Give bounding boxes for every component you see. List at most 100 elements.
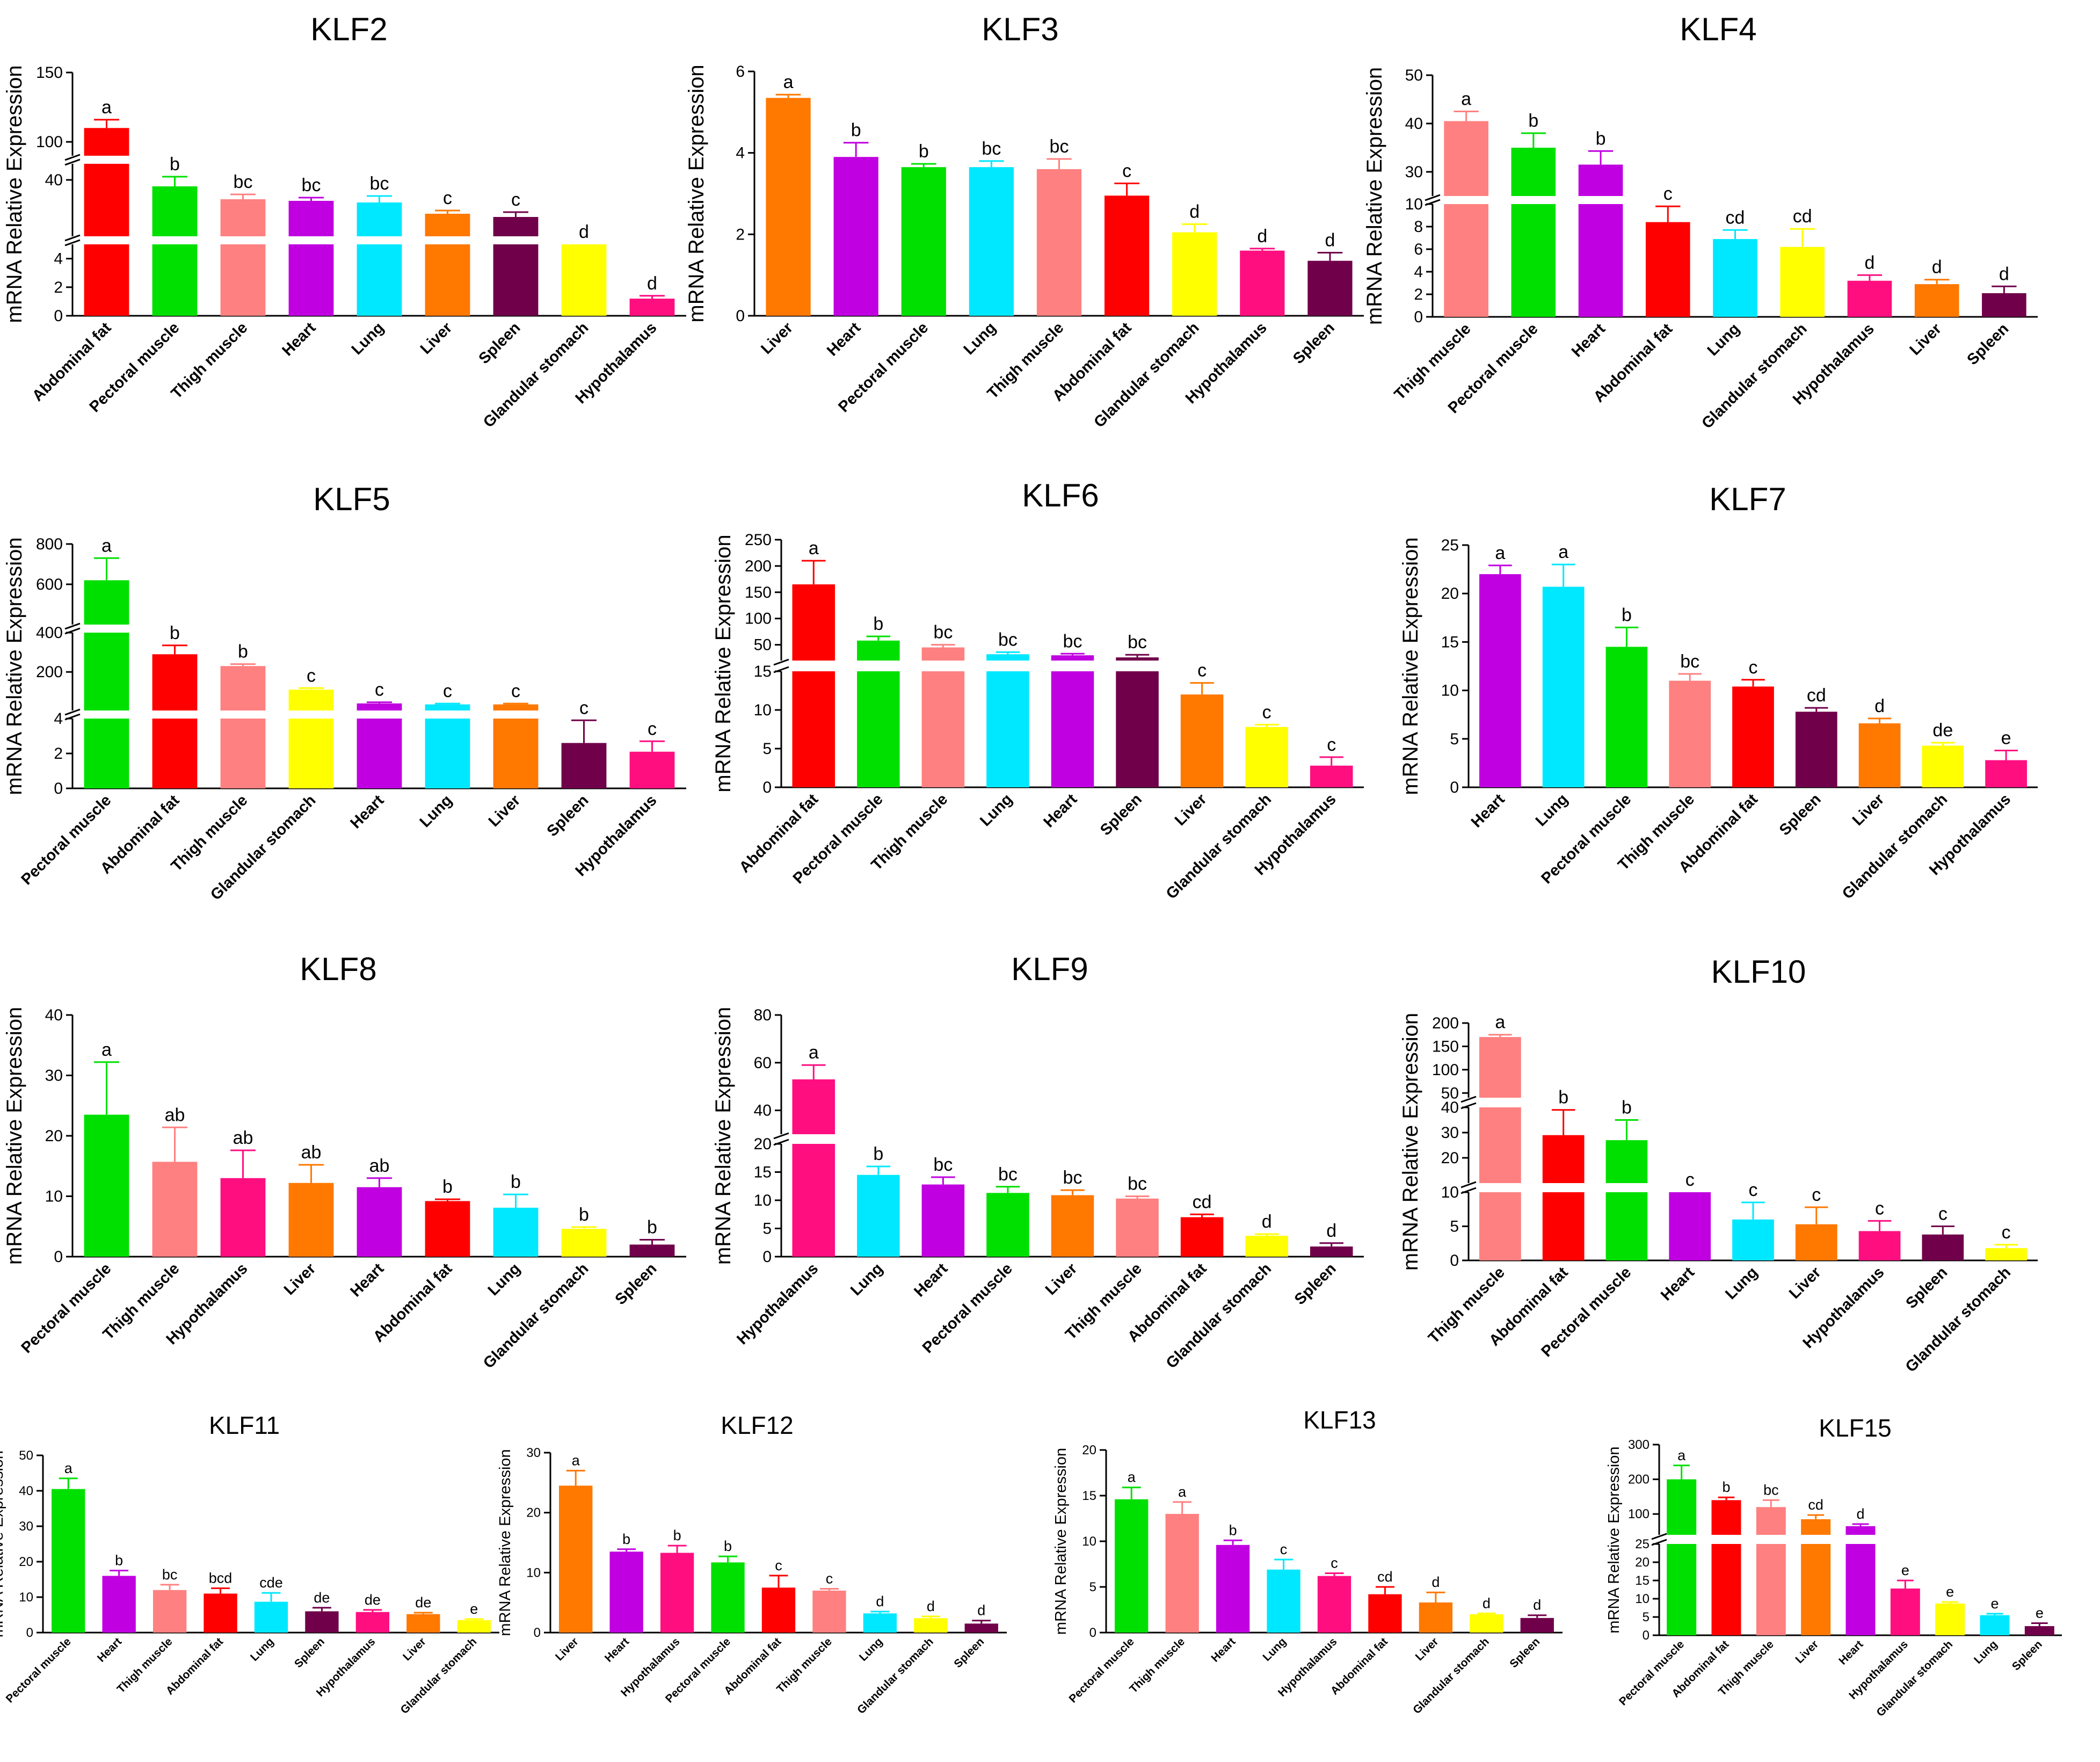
- klf8-bar: [493, 1207, 539, 1257]
- klf13-significance-letter: b: [1229, 1522, 1237, 1538]
- klf15-significance-letter: e: [1901, 1562, 1909, 1578]
- klf15-y-tick-label: 0: [1643, 1628, 1650, 1643]
- klf5-significance-letter: c: [443, 681, 452, 701]
- klf10-y-axis-label: mRNA Relative Expression: [1399, 1013, 1422, 1271]
- klf2-title: KLF2: [310, 11, 387, 47]
- klf12-bar: [863, 1613, 897, 1633]
- klf13-significance-letter: a: [1178, 1484, 1187, 1500]
- klf4-significance-letter: d: [1932, 257, 1942, 278]
- klf6-bar: [1116, 657, 1159, 661]
- klf6-y-tick-label: 150: [745, 584, 772, 601]
- klf4-bar: [1780, 246, 1825, 317]
- klf5-significance-letter: c: [511, 681, 520, 701]
- klf12-significance-letter: d: [927, 1598, 935, 1614]
- klf10-bar: [1858, 1231, 1901, 1260]
- klf2-category-label: Spleen: [476, 319, 524, 367]
- klf8-category-label: Pectoral muscle: [18, 1260, 115, 1357]
- klf13-y-tick-label: 0: [1089, 1626, 1096, 1640]
- klf7-significance-letter: d: [1874, 696, 1885, 716]
- klf12-significance-letter: c: [826, 1570, 833, 1586]
- klf15-bar: [2024, 1626, 2054, 1635]
- klf10-bar: [1985, 1248, 2027, 1260]
- klf12-significance-letter: b: [724, 1538, 732, 1554]
- klf8-y-tick-label: 40: [45, 1006, 63, 1024]
- klf8-y-tick-label: 30: [45, 1067, 63, 1085]
- klf7-bar: [1922, 745, 1964, 787]
- klf6-y-tick-label: 0: [762, 779, 772, 796]
- klf10-y-tick-label: 30: [1441, 1124, 1459, 1142]
- klf13-bar: [1470, 1614, 1503, 1633]
- klf13-y-tick-label: 15: [1082, 1489, 1096, 1503]
- klf10-y-tick-label: 40: [1441, 1099, 1459, 1116]
- klf6-bar: [921, 671, 965, 787]
- klf9-bar: [792, 1144, 835, 1257]
- klf10-category-label: Spleen: [1902, 1264, 1951, 1312]
- klf9-y-tick-label: 40: [754, 1102, 772, 1120]
- klf15-y-axis-label: mRNA Relative Expression: [1605, 1446, 1623, 1633]
- klf15-bar: [1845, 1526, 1876, 1535]
- klf6-axis-break-mark: [773, 658, 789, 666]
- klf8-significance-letter: ab: [165, 1105, 185, 1125]
- klf15-bar: [1711, 1544, 1741, 1635]
- klf15-bar: [1667, 1544, 1697, 1635]
- klf8-bar: [425, 1201, 470, 1257]
- klf9-category-label: Lung: [847, 1260, 886, 1299]
- klf13-chart: KLF13 mRNA Relative Expression 0 5 10 15 20 a Pe…: [1052, 1406, 1563, 1716]
- klf3-category-label: Liver: [758, 319, 796, 358]
- klf10-y-tick-label: 100: [1432, 1061, 1459, 1079]
- klf3-bar: [1036, 169, 1082, 316]
- klf2-category-label: Heart: [279, 319, 319, 359]
- klf2-bar: [84, 128, 129, 156]
- klf9-category-label: Heart: [911, 1260, 951, 1300]
- klf9-y-tick-label: 20: [754, 1135, 772, 1153]
- klf13-title: KLF13: [1303, 1406, 1376, 1434]
- klf10-bar: [1732, 1219, 1774, 1260]
- klf8-significance-letter: ab: [369, 1156, 390, 1176]
- klf8-significance-letter: b: [579, 1205, 589, 1225]
- klf15-category-label: Glandular stomach: [1874, 1638, 1955, 1719]
- klf15-category-label: Spleen: [2010, 1638, 2045, 1673]
- klf10-title: KLF10: [1711, 954, 1806, 990]
- klf10-y-tick-label: 20: [1441, 1149, 1459, 1167]
- klf10-significance-letter: c: [1875, 1198, 1884, 1219]
- klf3-bar: [766, 98, 811, 316]
- klf9-significance-letter: d: [1262, 1212, 1272, 1232]
- klf2-bar: [220, 199, 266, 236]
- klf5-bar: [220, 719, 266, 788]
- klf8-significance-letter: b: [511, 1172, 521, 1192]
- klf4-axis-break-mark: [1425, 199, 1441, 206]
- klf7-y-tick-label: 5: [1450, 730, 1459, 748]
- klf7-y-axis-label: mRNA Relative Expression: [1399, 537, 1422, 795]
- klf4-y-tick-label: 8: [1414, 218, 1423, 236]
- klf13-bar: [1216, 1545, 1250, 1633]
- klf11-significance-letter: e: [470, 1601, 478, 1617]
- klf13-y-tick-label: 5: [1089, 1580, 1096, 1594]
- klf10-bar: [1542, 1192, 1585, 1260]
- klf15-y-tick-label: 300: [1628, 1438, 1650, 1452]
- klf7-bar: [1605, 647, 1648, 787]
- klf15-bar: [1801, 1519, 1831, 1535]
- klf11-category-label: Pectoral muscle: [4, 1635, 74, 1705]
- klf7-y-tick-label: 20: [1441, 585, 1459, 603]
- klf4-significance-letter: c: [1663, 184, 1673, 204]
- klf6-category-label: Glandular stomach: [1163, 791, 1275, 902]
- klf5-y-tick-label: 400: [36, 624, 63, 642]
- klf13-bar: [1267, 1569, 1300, 1633]
- klf9-significance-letter: b: [873, 1144, 883, 1164]
- klf8-category-label: Lung: [485, 1260, 524, 1299]
- klf6-category-label: Heart: [1040, 791, 1080, 831]
- klf12-y-axis-label: mRNA Relative Expression: [497, 1449, 514, 1636]
- klf5-y-axis-label: mRNA Relative Expression: [3, 537, 26, 795]
- klf9-category-label: Hypothalamus: [733, 1260, 822, 1348]
- klf3-y-tick-label: 6: [736, 63, 745, 81]
- klf4-y-tick-label: 2: [1414, 286, 1423, 303]
- klf3-bar: [833, 157, 878, 316]
- klf7-significance-letter: e: [2001, 728, 2011, 748]
- klf11-y-tick-label: 50: [19, 1448, 33, 1463]
- klf6-y-axis-label: mRNA Relative Expression: [711, 534, 735, 792]
- klf4-axis-break-mark: [1425, 194, 1441, 201]
- klf2-significance-letter: d: [579, 222, 589, 242]
- klf5-significance-letter: c: [579, 698, 588, 718]
- klf12-bar: [660, 1553, 694, 1633]
